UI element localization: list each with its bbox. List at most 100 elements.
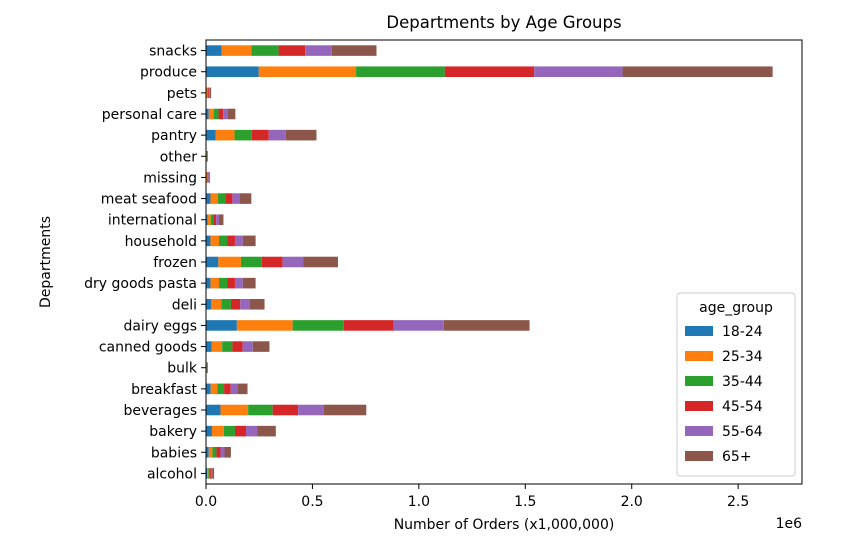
legend-label-65: 65+ (722, 449, 752, 465)
bar-babies-55-64 (220, 447, 225, 458)
y-tick-label-produce: produce (140, 65, 197, 81)
bar-babies-25-34 (208, 447, 213, 458)
legend-label-35-44: 35-44 (722, 374, 763, 390)
bar-dairy-eggs-18-24 (206, 320, 237, 331)
bar-snacks-45-54 (278, 45, 306, 56)
bar-breakfast-45-54 (224, 383, 231, 395)
bar-pets-55-64 (208, 87, 210, 99)
bar-babies-65 (224, 447, 231, 458)
y-tick-label-missing: missing (143, 170, 197, 186)
bar-international-25-34 (207, 214, 211, 225)
y-tick-label-frozen: frozen (153, 255, 197, 271)
bar-canned-goods-65 (252, 341, 270, 352)
bar-deli-45-54 (230, 299, 241, 310)
bar-alcohol-55-64 (210, 468, 213, 479)
legend-label-45-54: 45-54 (722, 399, 763, 415)
bar-breakfast-18-24 (206, 383, 211, 395)
bar-international-55-64 (216, 214, 219, 225)
bar-household-18-24 (206, 235, 211, 247)
bar-dry-goods-pasta-65 (242, 277, 256, 289)
bar-canned-goods-18-24 (206, 341, 212, 352)
bar-produce-25-34 (258, 66, 357, 77)
y-tick-label-beverages: beverages (123, 403, 197, 419)
bar-dry-goods-pasta-55-64 (234, 277, 243, 289)
bar-breakfast-25-34 (210, 383, 218, 395)
y-tick-label-international: international (108, 213, 197, 229)
bar-meat-seafood-25-34 (210, 193, 218, 204)
bar-breakfast-65 (237, 383, 248, 395)
y-tick-label-meat-seafood: meat seafood (101, 192, 197, 208)
bar-household-45-54 (227, 235, 235, 247)
bar-dry-goods-pasta-35-44 (218, 277, 228, 289)
bar-deli-55-64 (240, 299, 250, 310)
bar-personal-care-45-54 (218, 108, 224, 120)
bar-deli-18-24 (206, 299, 212, 310)
bar-dairy-eggs-25-34 (236, 320, 293, 331)
bar-produce-45-54 (444, 66, 535, 77)
bar-bakery-65 (257, 425, 276, 437)
bar-alcohol-45-54 (209, 468, 211, 479)
bar-snacks-18-24 (206, 45, 222, 56)
y-tick-label-alcohol: alcohol (147, 466, 197, 482)
y-tick-label-bulk: bulk (167, 361, 198, 377)
bar-personal-care-18-24 (206, 108, 209, 120)
bar-missing-25-34 (206, 172, 208, 183)
bar-alcohol-35-44 (208, 468, 210, 479)
bar-international-18-24 (206, 214, 208, 225)
bar-international-45-54 (213, 214, 217, 225)
plot-area: alcohol babies bakery beverages breakfast bul… (84, 39, 803, 510)
axes-frame (205, 39, 803, 485)
chart-title: Departments by Age Groups (386, 13, 621, 32)
bar-bakery-45-54 (234, 425, 247, 437)
bar-personal-care-25-34 (208, 108, 214, 120)
bar-frozen-55-64 (282, 256, 304, 268)
y-tick-label-pets: pets (167, 86, 197, 102)
x-tick-label-2: 1.0 (408, 494, 430, 510)
y-tick-label-household: household (125, 234, 197, 250)
bar-breakfast-35-44 (217, 383, 225, 395)
bar-pets-65 (209, 87, 212, 99)
bar-deli-25-34 (211, 299, 222, 310)
bar-meat-seafood-18-24 (206, 193, 211, 204)
bar-babies-18-24 (206, 447, 209, 458)
legend-swatch-35-44 (685, 376, 713, 386)
bar-canned-goods-45-54 (232, 341, 243, 352)
bar-babies-45-54 (216, 447, 221, 458)
y-tick-label-bakery: bakery (149, 424, 197, 440)
bar-breakfast-55-64 (230, 383, 238, 395)
bar-beverages-45-54 (272, 404, 299, 416)
legend-swatch-45-54 (685, 401, 713, 411)
bar-dairy-eggs-35-44 (292, 320, 344, 331)
bar-missing-65 (208, 172, 210, 183)
y-tick-label-personal-care: personal care (102, 107, 197, 123)
bar-bakery-35-44 (223, 425, 235, 437)
bar-babies-35-44 (212, 447, 217, 458)
bar-dry-goods-pasta-18-24 (206, 277, 211, 289)
bar-pantry-35-44 (234, 129, 252, 141)
x-tick-label-1: 0.5 (301, 494, 323, 510)
bar-alcohol-25-34 (207, 468, 209, 479)
bar-personal-care-55-64 (223, 108, 228, 120)
bar-frozen-18-24 (206, 256, 219, 268)
bar-household-65 (242, 235, 256, 247)
y-axis-label: Departments (38, 216, 54, 308)
x-axis-offset-text: 1e6 (776, 516, 803, 532)
bar-alcohol-65 (212, 468, 215, 479)
bar-frozen-35-44 (240, 256, 262, 268)
bar-deli-65 (249, 299, 265, 310)
bar-alcohol-18-24 (206, 468, 208, 479)
x-tick-label-3: 1.5 (514, 494, 536, 510)
bar-household-35-44 (218, 235, 228, 247)
bar-pantry-25-34 (215, 129, 235, 141)
x-tick-label-5: 2.5 (727, 494, 749, 510)
bar-dairy-eggs-45-54 (343, 320, 394, 331)
bar-bakery-55-64 (246, 425, 258, 437)
bar-snacks-35-44 (251, 45, 279, 56)
bar-beverages-35-44 (248, 404, 273, 416)
bar-beverages-65 (323, 404, 367, 416)
bar-dry-goods-pasta-45-54 (227, 277, 235, 289)
x-tick-label-0: 0.0 (195, 494, 217, 510)
bar-produce-65 (622, 66, 773, 77)
x-axis-label: Number of Orders (x1,000,000) (394, 517, 615, 533)
